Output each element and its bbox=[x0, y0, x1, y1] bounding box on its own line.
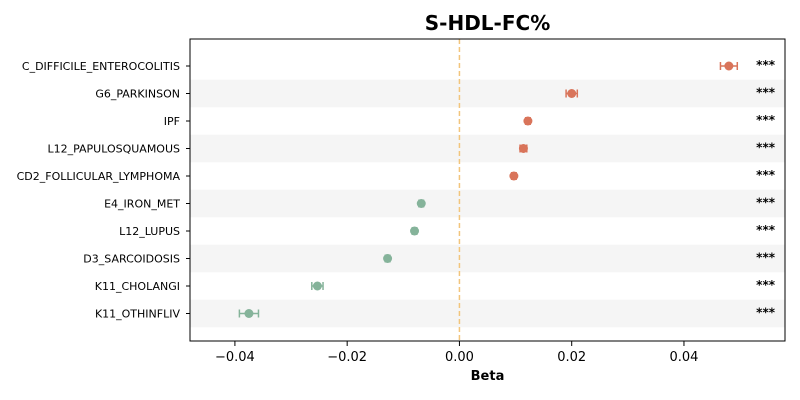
data-points bbox=[238, 61, 739, 318]
x-tick-label: −0.04 bbox=[215, 350, 255, 365]
significance-markers: *** *** *** *** *** *** *** *** *** *** bbox=[756, 58, 776, 320]
significance-label: *** bbox=[756, 86, 776, 100]
y-tick-label: D3_SARCOIDOSIS bbox=[83, 253, 180, 266]
row-shade bbox=[190, 79, 785, 108]
data-point bbox=[724, 61, 734, 71]
y-tick-label: L12_LUPUS bbox=[119, 225, 180, 238]
data-point bbox=[416, 199, 426, 208]
data-point bbox=[244, 309, 254, 318]
data-point bbox=[567, 89, 577, 98]
x-tick-label: 0.02 bbox=[557, 350, 586, 365]
y-tick-label: L12_PAPULOSQUAMOUS bbox=[47, 143, 180, 156]
significance-label: *** bbox=[756, 141, 776, 155]
significance-label: *** bbox=[756, 223, 776, 237]
data-point bbox=[383, 254, 393, 263]
data-point bbox=[410, 226, 420, 236]
data-point bbox=[518, 144, 528, 153]
data-point bbox=[509, 171, 519, 181]
x-axis-label: Beta bbox=[471, 369, 505, 384]
row-shading bbox=[190, 79, 785, 328]
x-tick-label: 0.04 bbox=[669, 350, 698, 365]
significance-label: *** bbox=[756, 306, 776, 320]
row-shade bbox=[190, 244, 785, 273]
x-tick-label: −0.02 bbox=[327, 350, 367, 365]
y-tick-label: IPF bbox=[164, 115, 180, 128]
x-tick-label: 0.00 bbox=[445, 350, 474, 365]
chart-title: S-HDL-FC% bbox=[425, 11, 550, 35]
y-tick-label: C_DIFFICILE_ENTEROCOLITIS bbox=[22, 60, 180, 73]
row-shade bbox=[190, 299, 785, 328]
y-tick-label: E4_IRON_MET bbox=[104, 198, 180, 211]
y-axis: C_DIFFICILE_ENTEROCOLITIS G6_PARKINSON IPF… bbox=[17, 60, 190, 321]
y-tick-label: K11_OTHINFLIV bbox=[95, 308, 181, 321]
x-axis: −0.04 −0.02 0.00 0.02 0.04 bbox=[215, 341, 698, 365]
significance-label: *** bbox=[756, 251, 776, 265]
y-tick-label: CD2_FOLLICULAR_LYMPHOMA bbox=[17, 170, 181, 183]
significance-label: *** bbox=[756, 168, 776, 182]
row-shade bbox=[190, 134, 785, 163]
y-tick-label: K11_CHOLANGI bbox=[95, 280, 180, 293]
data-point bbox=[312, 281, 322, 291]
significance-label: *** bbox=[756, 196, 776, 210]
plot-frame bbox=[189, 38, 786, 342]
row-shade bbox=[190, 189, 785, 218]
significance-label: *** bbox=[756, 278, 776, 292]
significance-label: *** bbox=[756, 113, 776, 127]
y-tick-label: G6_PARKINSON bbox=[95, 88, 180, 101]
data-point bbox=[523, 116, 533, 126]
significance-label: *** bbox=[756, 58, 776, 72]
